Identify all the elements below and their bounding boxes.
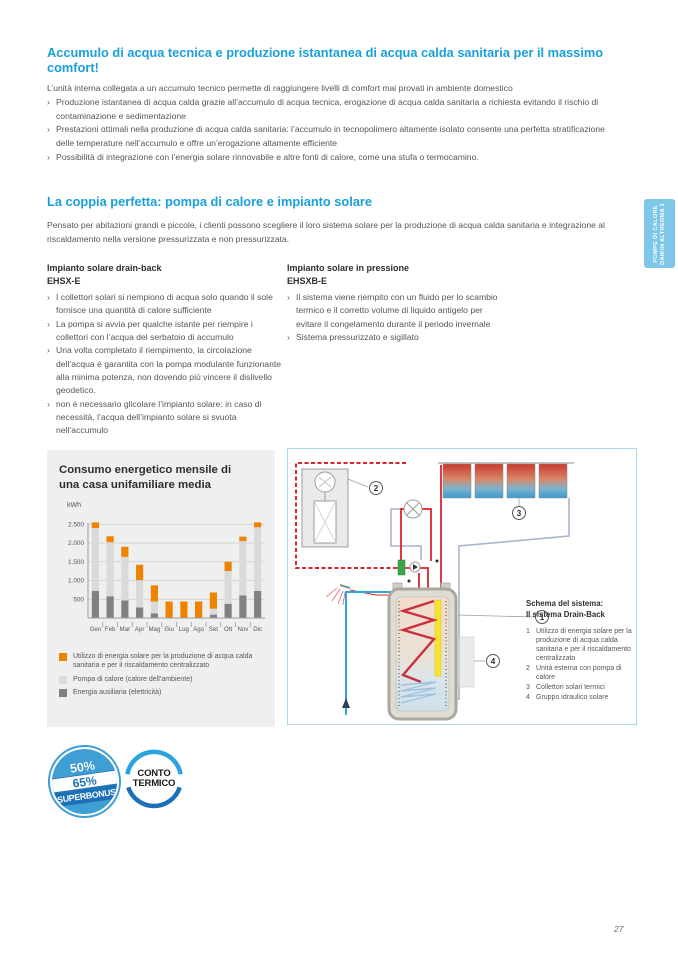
callout-2: 2: [369, 481, 383, 495]
section-side-tab: POMPE DI CALORE DAIKIN ALTHERMA 3: [644, 199, 675, 268]
svg-text:Dic: Dic: [253, 626, 262, 633]
svg-text:Nov: Nov: [237, 626, 249, 633]
drainback-bullet: non è necessario glicolare l’impianto so…: [47, 398, 287, 438]
callout2-leader: [347, 478, 369, 488]
solar-lead: Pensato per abitazioni grandi e piccole,…: [47, 220, 605, 244]
pressure-bullet: Il sistema viene riempito con un fluido …: [287, 291, 502, 331]
solar-collectors-icon: [438, 462, 574, 499]
svg-text:1.500: 1.500: [68, 559, 84, 566]
callout1-leader: [457, 614, 535, 618]
refrigerant-dashed-pipe: [295, 462, 406, 569]
conto-termico-ring: [125, 749, 183, 809]
shower-icon: [325, 584, 351, 606]
callout-4: 4: [486, 654, 500, 668]
intro-lead: L’unità interna collegata a un accumulo …: [47, 83, 513, 93]
side-tab-line2: DAIKIN ALTHERMA 3: [660, 202, 666, 265]
svg-text:Set: Set: [209, 626, 218, 633]
page-number: 27: [614, 924, 624, 934]
drainback-model: EHSX-E: [47, 276, 81, 287]
system-diagram-panel: 1 2 3 4 Schema del sistema: Il sistema D…: [287, 448, 637, 725]
side-tab-line1: POMPE DI CALORE: [653, 204, 659, 263]
intro-bullet: Prestazioni ottimali nella produzione di…: [47, 123, 625, 151]
svg-text:2.500: 2.500: [68, 521, 84, 528]
callout-1: 1: [535, 610, 549, 624]
schema-legend: Schema del sistema: Il sistema Drain-Bac…: [526, 599, 632, 704]
hot-water-pipes: [394, 465, 442, 599]
legend-item-heatpump: Pompa di calore (calore dell’ambiente): [59, 675, 264, 684]
schema-item: 4 Gruppo idraulico solare: [526, 694, 609, 702]
conto-termico-badge: CONTO TERMICO: [123, 748, 185, 810]
schema-item: 3 Collettori solari termici: [526, 684, 605, 692]
svg-text:Gen: Gen: [90, 626, 102, 633]
solar-hydraulic-group-icon: [455, 636, 475, 688]
cold-water-pipe: [342, 591, 391, 715]
legend-swatch-solar: [59, 653, 67, 661]
intro-bullet: Produzione istantanea di acqua calda gra…: [47, 96, 625, 124]
svg-text:1.000: 1.000: [68, 578, 84, 585]
drainback-bullet: La pompa si avvia per qualche istante pe…: [47, 318, 287, 345]
drainback-title: Impianto solare drain-back: [47, 263, 162, 273]
svg-text:Ott: Ott: [224, 626, 232, 633]
page-title: Accumulo di acqua tecnica e produzione i…: [47, 45, 604, 75]
legend-item-auxiliary: Energia ausiliaria (elettricità): [59, 688, 264, 698]
conto-line2: TERMICO: [132, 778, 176, 789]
legend-swatch-auxiliary: [59, 689, 67, 698]
svg-text:2.000: 2.000: [68, 540, 84, 547]
svg-text:Mag: Mag: [148, 626, 160, 633]
column-drainback: Impianto solare drain-back EHSX-E I coll…: [47, 262, 287, 438]
drainback-system-diagram: [295, 462, 574, 721]
svg-text:Giu: Giu: [164, 626, 173, 633]
callout-3: 3: [512, 506, 526, 520]
superbonus-badge: 50% 65% SUPERBONUS: [43, 740, 126, 823]
legend-swatch-heatpump: [59, 675, 67, 684]
energy-chart-panel: Consumo energetico mensile di una casa u…: [47, 450, 275, 727]
chart-y-axis-unit: kWh: [67, 502, 81, 509]
drainback-bullet: I collettori solari si riempiono di acqu…: [47, 291, 287, 318]
svg-text:Apr: Apr: [135, 626, 144, 633]
pressure-model: EHSXB-E: [287, 276, 328, 287]
pressure-title: Impianto solare in pressione: [287, 263, 410, 273]
conto-line1: CONTO: [137, 767, 171, 779]
solar-columns: Impianto solare drain-back EHSX-E I coll…: [47, 262, 627, 438]
svg-text:Mar: Mar: [120, 626, 131, 633]
intro-bullet: Possibilità di integrazione con l’energi…: [47, 151, 625, 165]
svg-text:Ago: Ago: [193, 626, 204, 633]
section-title-solar: La coppia perfetta: pompa di calore e im…: [47, 194, 372, 209]
drainback-bullet: Una volta completato il riempimento, la …: [47, 344, 287, 397]
svg-text:Feb: Feb: [105, 626, 116, 633]
schema-item: 1 Utilizzo di energia solare per la prod…: [526, 627, 632, 663]
storage-tank-icon: [387, 582, 458, 721]
outdoor-unit-icon: [301, 468, 349, 548]
schema-title-line1: Schema del sistema:: [526, 599, 604, 608]
intro-block: L’unità interna collegata a un accumulo …: [47, 82, 625, 165]
schema-item: 2 Unità esterna con pompa di calore: [526, 665, 622, 682]
svg-text:Lug: Lug: [179, 626, 189, 633]
pump-icon: [403, 499, 423, 519]
pressure-bullet: Sistema pressurizzato e sigillato: [287, 331, 502, 345]
valve-icon: [397, 559, 439, 583]
energy-chart: 500 1.000 1.500 2.000 2.500 Gen Feb Mar Apr Mag Gi…: [68, 521, 265, 633]
chart-legend: Utilizzo di energia solare per la produz…: [59, 652, 264, 698]
schema-title-line2: Il sistema Drain-Back: [526, 609, 605, 619]
legend-item-solar: Utilizzo di energia solare per la produz…: [59, 652, 264, 671]
svg-text:500: 500: [73, 596, 84, 603]
chart-title: Consumo energetico mensile di una casa u…: [59, 464, 232, 492]
column-pressure: Impianto solare in pressione EHSXB-E Il …: [287, 262, 577, 345]
